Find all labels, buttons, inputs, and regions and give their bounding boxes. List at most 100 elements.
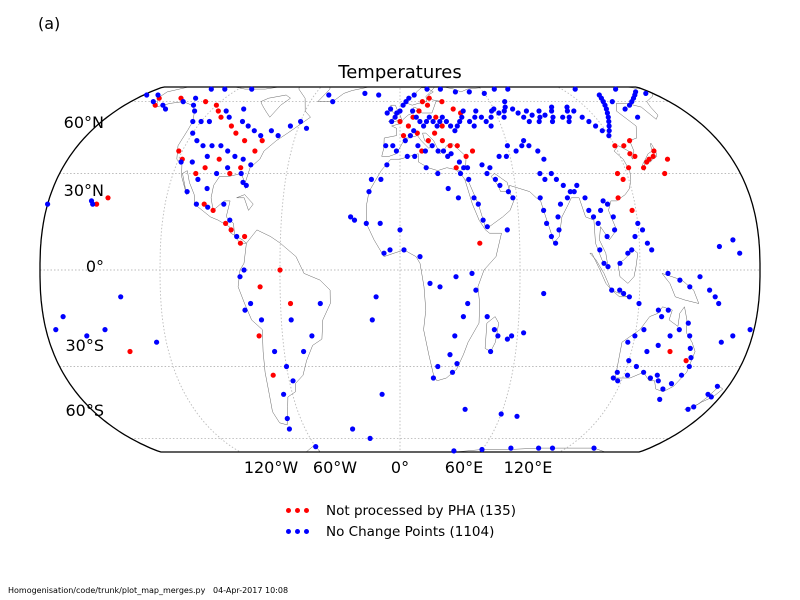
station-marker-red xyxy=(210,207,216,213)
station-marker-red xyxy=(216,156,222,162)
station-marker-blue xyxy=(389,118,395,125)
station-marker-blue xyxy=(423,118,430,125)
station-marker-red xyxy=(632,153,638,159)
station-marker-blue xyxy=(451,448,457,454)
station-marker-blue xyxy=(457,170,464,177)
station-marker-blue xyxy=(192,108,198,114)
station-marker-blue xyxy=(586,207,592,213)
station-marker-blue xyxy=(283,363,290,370)
station-marker-blue xyxy=(553,240,559,246)
station-marker-red xyxy=(127,348,133,355)
station-marker-blue xyxy=(448,151,454,157)
station-marker-blue xyxy=(492,176,498,182)
station-marker-blue xyxy=(579,114,585,120)
coastline xyxy=(236,194,254,211)
station-marker-blue xyxy=(685,320,691,326)
station-marker-blue xyxy=(430,375,436,381)
station-marker-blue xyxy=(730,237,736,243)
station-marker-blue xyxy=(515,110,521,116)
station-marker-blue xyxy=(697,274,703,280)
station-marker-blue xyxy=(301,348,307,355)
station-marker-blue xyxy=(521,114,527,120)
station-marker-blue xyxy=(184,189,190,195)
station-marker-blue xyxy=(609,287,615,293)
lon-label-60w: 60°W xyxy=(312,458,358,477)
station-marker-blue xyxy=(234,233,240,240)
station-marker-blue xyxy=(466,89,472,95)
station-marker-blue xyxy=(495,333,501,339)
station-marker-blue xyxy=(537,170,543,177)
station-marker-blue xyxy=(513,148,519,154)
station-marker-blue xyxy=(626,358,632,364)
legend-item-no-change: No Change Points (1104) xyxy=(282,521,516,542)
station-marker-red xyxy=(463,153,469,159)
coastline xyxy=(464,93,659,268)
station-marker-blue xyxy=(596,92,602,98)
station-marker-blue xyxy=(232,153,238,159)
station-marker-blue xyxy=(655,342,661,348)
station-marker-red xyxy=(228,227,234,233)
station-marker-blue xyxy=(574,182,580,188)
station-marker-blue xyxy=(687,333,693,339)
station-marker-blue xyxy=(443,118,449,125)
station-marker-red xyxy=(424,102,431,108)
station-marker-blue xyxy=(509,333,515,339)
station-marker-blue xyxy=(439,114,445,120)
station-marker-blue xyxy=(45,201,51,207)
station-marker-blue xyxy=(566,114,572,120)
station-marker-blue xyxy=(564,108,571,114)
station-marker-red xyxy=(215,108,221,114)
station-marker-blue xyxy=(523,108,530,114)
station-marker-blue xyxy=(368,176,374,182)
station-marker-blue xyxy=(716,300,722,307)
coastline xyxy=(366,132,502,382)
station-marker-blue xyxy=(624,372,631,378)
station-marker-blue xyxy=(298,118,304,125)
station-marker-blue xyxy=(478,114,484,120)
station-marker-red xyxy=(453,165,459,171)
station-marker-blue xyxy=(590,214,597,220)
station-marker-red xyxy=(213,102,219,108)
station-marker-blue xyxy=(155,92,161,98)
station-marker-red xyxy=(454,143,460,149)
station-marker-blue xyxy=(595,220,601,226)
station-marker-blue xyxy=(557,201,564,207)
station-marker-blue xyxy=(180,99,186,105)
station-marker-blue xyxy=(402,138,408,144)
station-marker-blue xyxy=(272,348,278,355)
station-marker-blue xyxy=(204,185,210,192)
station-marker-blue xyxy=(459,114,465,120)
station-marker-blue xyxy=(491,327,497,333)
station-marker-blue xyxy=(610,375,616,381)
station-marker-blue xyxy=(317,300,323,307)
station-marker-blue xyxy=(632,233,638,240)
station-marker-blue xyxy=(526,143,532,149)
station-marker-blue xyxy=(388,106,394,112)
station-marker-red xyxy=(242,233,248,240)
station-marker-blue xyxy=(529,112,535,118)
station-marker-blue xyxy=(497,182,503,188)
station-marker-blue xyxy=(465,300,471,307)
station-marker-blue xyxy=(208,86,214,92)
station-marker-blue xyxy=(605,114,611,120)
station-marker-red xyxy=(447,143,453,149)
station-marker-red xyxy=(193,170,199,177)
station-marker-blue xyxy=(505,189,511,195)
station-marker-blue xyxy=(268,128,274,134)
station-marker-blue xyxy=(604,201,611,207)
station-marker-blue xyxy=(636,300,642,307)
station-marker-red xyxy=(223,220,229,226)
station-marker-blue xyxy=(462,406,468,412)
station-marker-blue xyxy=(549,445,556,451)
station-marker-blue xyxy=(504,336,510,342)
station-marker-blue xyxy=(406,95,412,101)
station-marker-blue xyxy=(647,375,654,381)
station-marker-blue xyxy=(555,214,561,220)
station-marker-blue xyxy=(466,176,472,182)
station-marker-blue xyxy=(240,156,246,162)
station-marker-red xyxy=(419,99,425,105)
station-marker-blue xyxy=(501,114,507,120)
station-marker-blue xyxy=(200,143,206,149)
station-marker-blue xyxy=(665,270,671,276)
station-marker-blue xyxy=(281,391,287,397)
